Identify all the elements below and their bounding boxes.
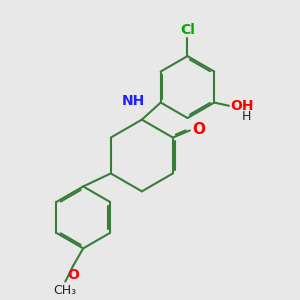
- Text: O: O: [192, 122, 205, 137]
- Text: O: O: [67, 268, 79, 282]
- Text: OH: OH: [231, 99, 254, 113]
- Text: H: H: [241, 110, 251, 123]
- Text: NH: NH: [122, 94, 146, 109]
- Text: Cl: Cl: [180, 22, 195, 37]
- Text: CH₃: CH₃: [53, 284, 76, 297]
